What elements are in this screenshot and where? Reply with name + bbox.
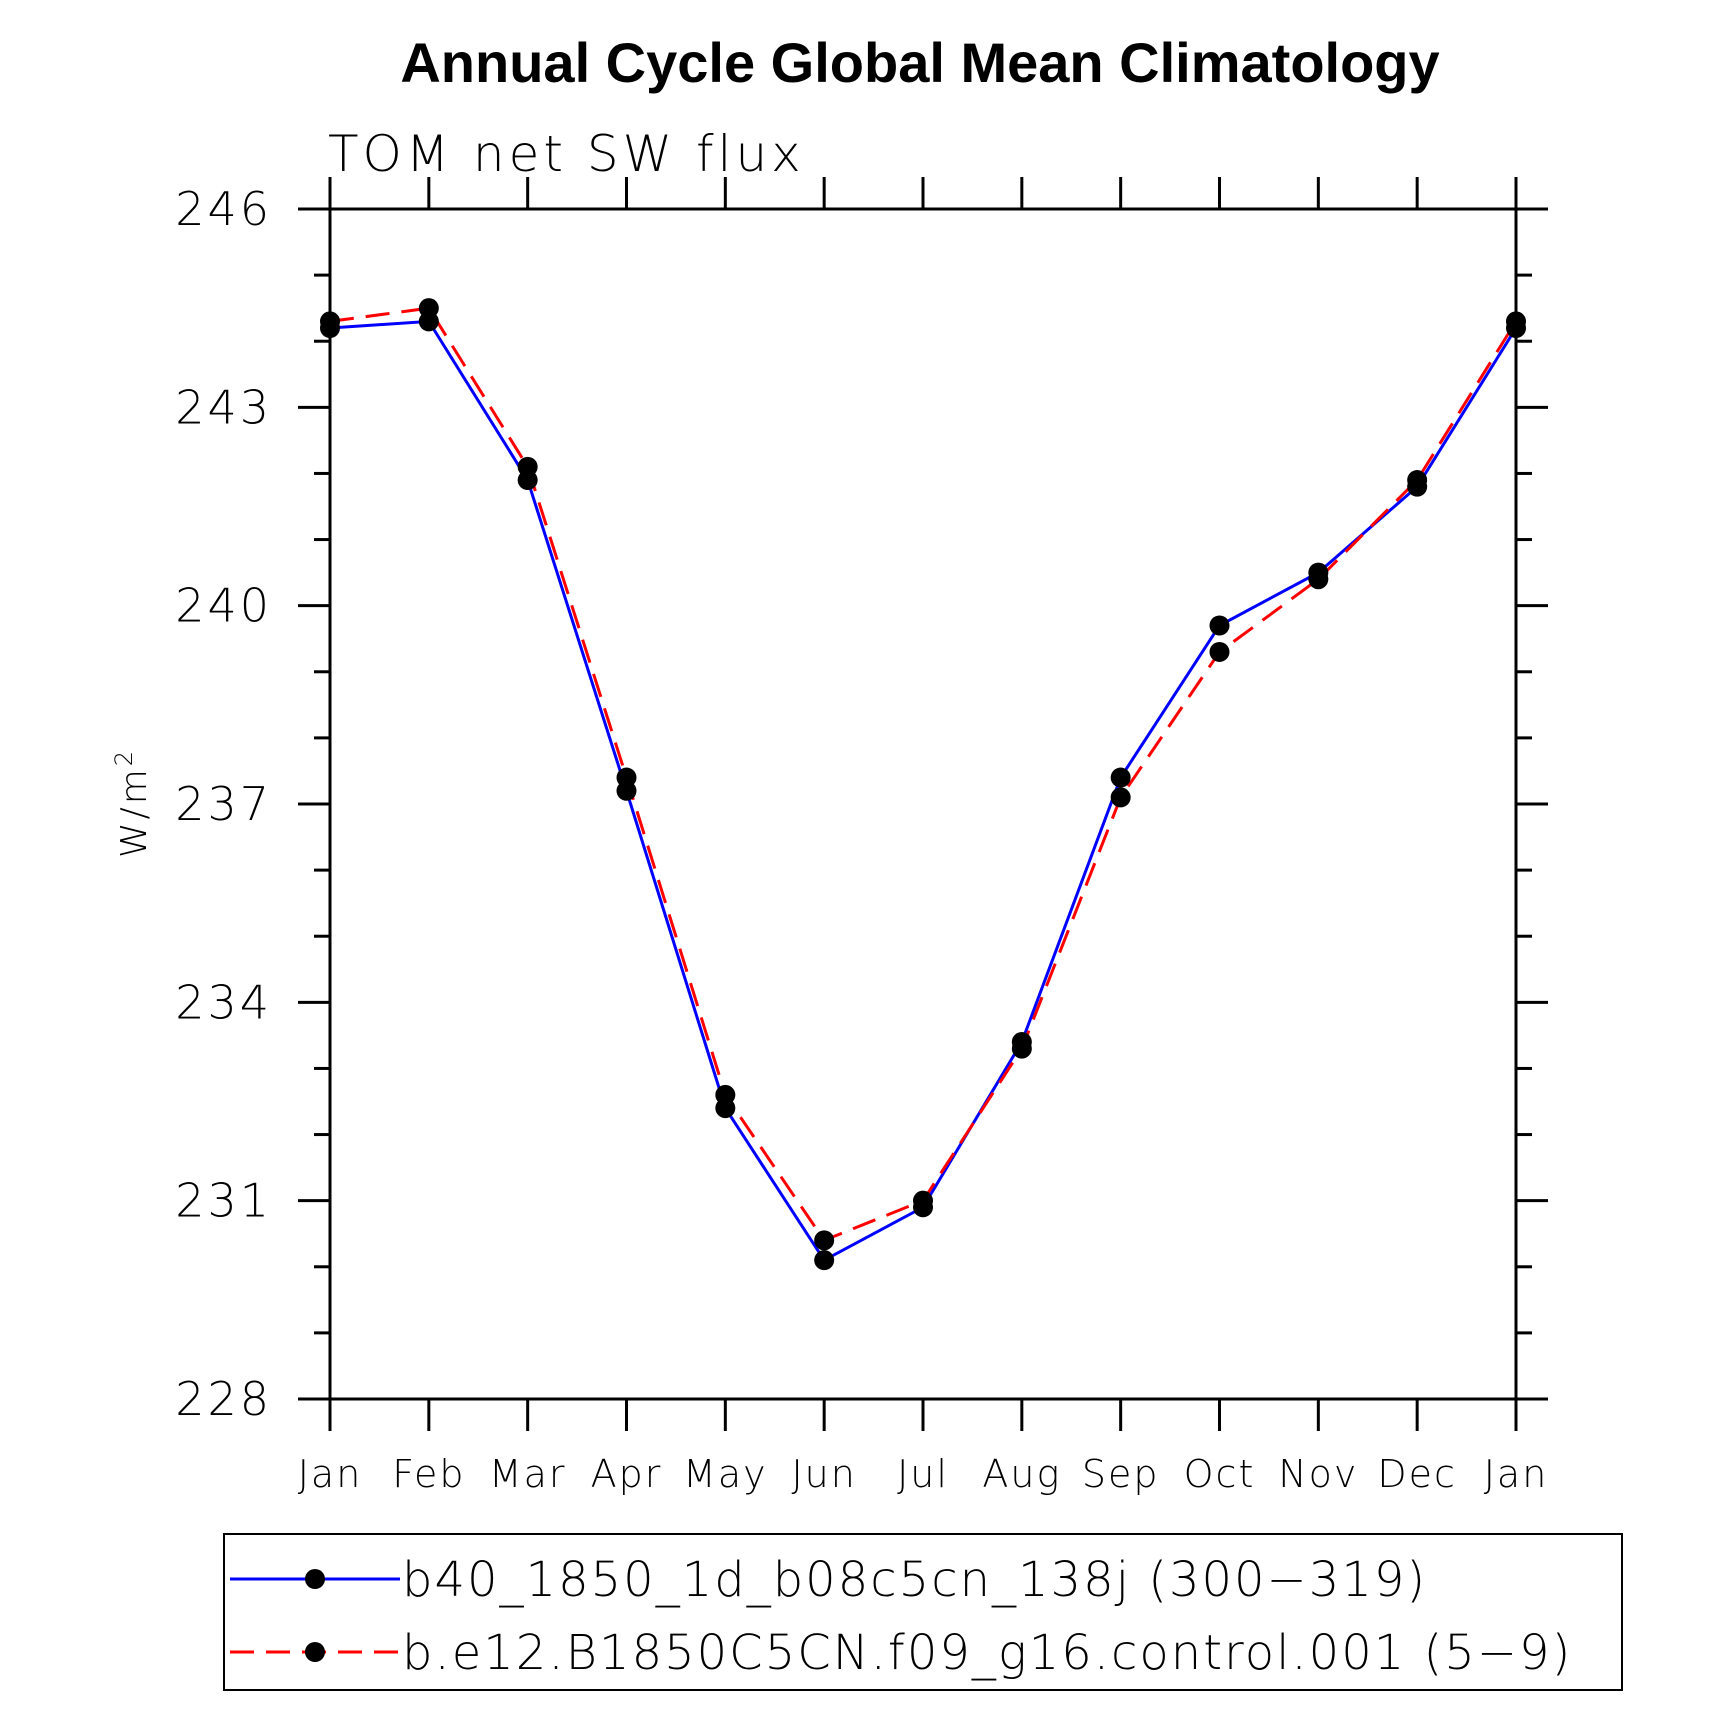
x-tick-label: May xyxy=(683,1452,768,1496)
y-tick-label: 243 xyxy=(175,380,272,434)
legend-item: b.e12.B1850C5CN.f09_g16.control.001 (5−9… xyxy=(230,1625,1572,1681)
y-tick-label: 228 xyxy=(175,1372,272,1426)
x-tick-label: Feb xyxy=(392,1452,465,1496)
data-point xyxy=(814,1230,835,1251)
axes: 228 231 234 237 240 243 246 Jan Feb Mar Apr May Jun J… xyxy=(175,177,1548,1496)
series-2-markers xyxy=(320,298,1526,1251)
y-axis-label-text: W/m xyxy=(114,766,155,858)
legend: b40_1850_1d_b08c5cn_138j (300−319) b.e12.… xyxy=(223,1533,1623,1691)
legend-label: b40_1850_1d_b08c5cn_138j (300−319) xyxy=(402,1552,1427,1608)
x-tick-label: Aug xyxy=(982,1452,1061,1496)
data-point xyxy=(1209,615,1230,636)
x-tick-label: Mar xyxy=(489,1452,567,1496)
data-point xyxy=(1110,767,1131,788)
data-point xyxy=(1011,1038,1032,1059)
data-point xyxy=(913,1190,933,1211)
data-point xyxy=(715,1084,736,1105)
legend-marker xyxy=(305,1569,325,1589)
plot-frame xyxy=(328,207,1518,1401)
y-tick-label: 237 xyxy=(175,777,272,831)
x-tick-label: Nov xyxy=(1278,1452,1358,1496)
data-point xyxy=(418,298,439,319)
y-tick-label: 246 xyxy=(175,182,272,236)
x-tick-label: Jun xyxy=(791,1452,856,1496)
x-tick-label: Dec xyxy=(1377,1452,1457,1496)
y-axis-label-superscript: 2 xyxy=(110,748,138,766)
chart-title: Annual Cycle Global Mean Climatology xyxy=(400,31,1439,94)
data-point xyxy=(1308,569,1329,590)
legend-marker xyxy=(305,1642,325,1662)
x-tick-label: Oct xyxy=(1184,1452,1256,1496)
chart-subtitle: TOM net SW flux xyxy=(328,125,805,183)
series-layer xyxy=(320,298,1526,1271)
data-point xyxy=(1506,311,1526,332)
data-point xyxy=(1110,787,1131,808)
data-point xyxy=(1209,641,1230,662)
x-tick-label: Jul xyxy=(897,1452,949,1496)
x-tick-label: Jan xyxy=(1484,1452,1549,1496)
data-point xyxy=(320,311,340,332)
data-point xyxy=(616,767,637,788)
series-1-markers xyxy=(320,311,1526,1271)
y-tick-label: 240 xyxy=(175,579,272,633)
x-tick-label: Apr xyxy=(591,1452,663,1496)
y-tick-label: 234 xyxy=(175,975,272,1029)
data-point xyxy=(517,456,538,477)
x-tick-label: Jan xyxy=(298,1452,363,1496)
series-1-line xyxy=(329,319,1518,1263)
data-point xyxy=(1407,470,1428,491)
legend-box xyxy=(223,1533,1623,1691)
legend-item: b40_1850_1d_b08c5cn_138j (300−319) xyxy=(230,1552,1427,1608)
series-1 xyxy=(329,319,1518,1263)
legend-label: b.e12.B1850C5CN.f09_g16.control.001 (5−9… xyxy=(402,1625,1572,1681)
y-axis-label: W/m2 xyxy=(110,748,155,858)
y-tick-label: 231 xyxy=(175,1174,272,1228)
svg-text:W/m2: W/m2 xyxy=(110,748,155,858)
x-tick-label: Sep xyxy=(1082,1452,1160,1496)
data-point xyxy=(814,1250,835,1271)
